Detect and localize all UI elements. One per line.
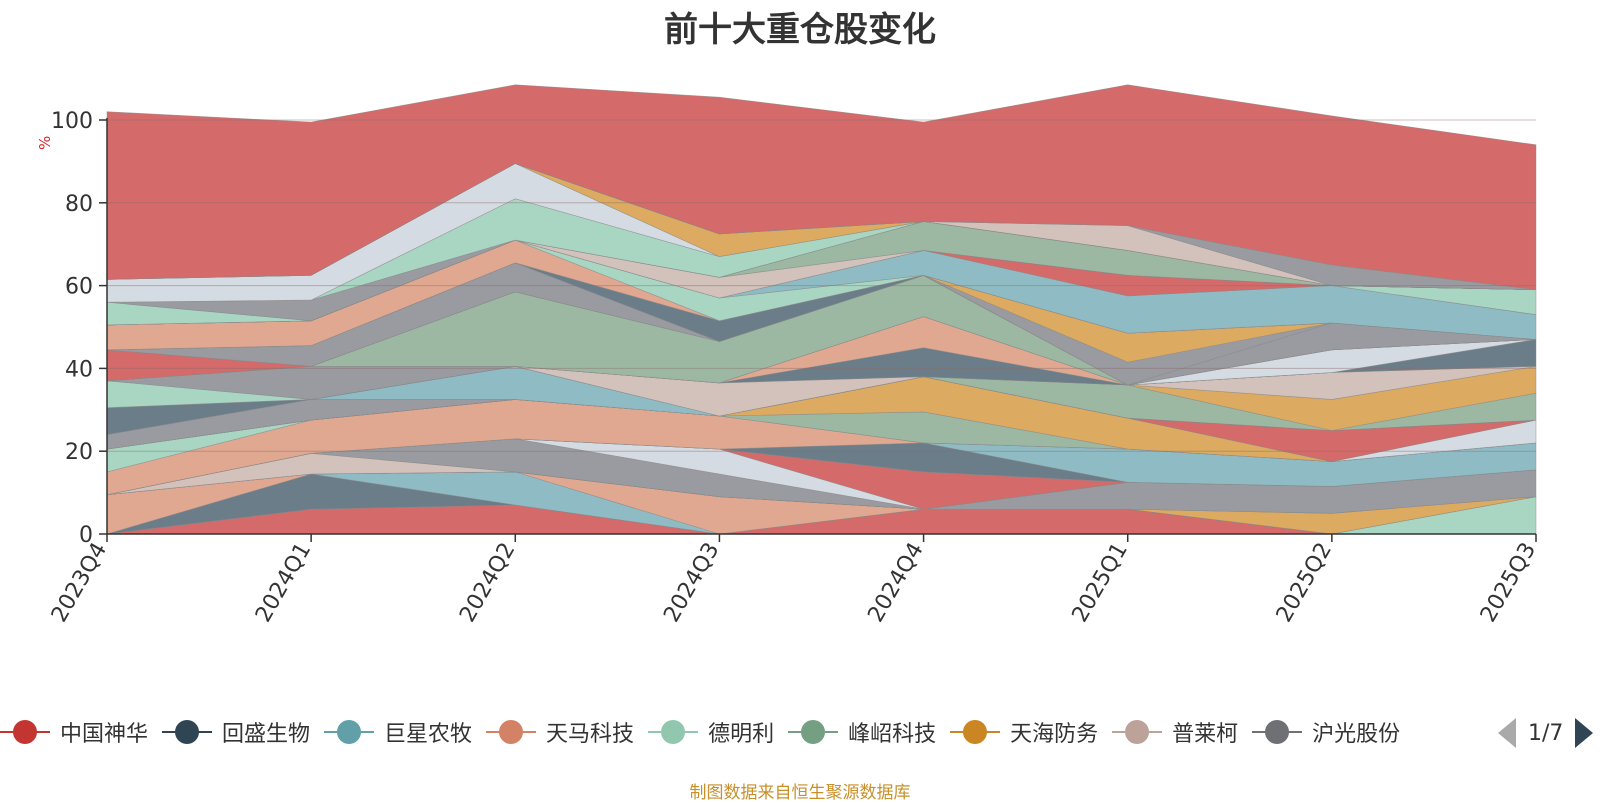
y-tick-label-20: 20 [65,440,93,465]
legend-label: 天马科技 [546,722,635,747]
legend-prev-page-icon[interactable] [1498,718,1516,748]
legend-label: 德明利 [708,722,775,747]
y-tick-label-80: 80 [65,192,93,217]
legend-page-indicator: 1/7 [1528,720,1564,746]
legend-label: 回盛生物 [222,722,311,747]
legend-item[interactable]: 沪光股份 [1252,712,1400,752]
y-tick-label-0: 0 [79,523,93,548]
x-tick-label-1: 2024Q1 [251,539,316,627]
x-tick-label-0: 2023Q4 [47,539,112,627]
legend-marker-icon [162,720,213,744]
legend-item[interactable]: 中国神华 [0,712,148,752]
x-tick-label-5: 2025Q1 [1068,539,1133,627]
legend-item[interactable]: 天海防务 [950,712,1098,752]
legend-item[interactable]: 峰岹科技 [788,712,936,752]
x-tick-label-6: 2025Q2 [1272,539,1337,627]
legend-pager: 1/7 [1498,716,1594,750]
y-tick-label-100: 100 [51,109,93,134]
y-tick-label-40: 40 [65,357,93,382]
legend-label: 天海防务 [1010,722,1099,747]
legend-marker-icon [486,720,537,744]
legend-item[interactable]: 天马科技 [486,712,634,752]
x-tick-label-2: 2024Q2 [455,539,520,627]
y-tick-label-60: 60 [65,275,93,300]
legend-item[interactable]: 巨星农牧 [324,712,472,752]
chart-legend: 中国神华 回盛生物 巨星农牧 天马科技 德明利 峰岹科技 天海防务 普莱柯 沪光股份 [0,712,1480,752]
legend-item[interactable]: 德明利 [648,712,774,752]
legend-label: 峰岹科技 [848,722,937,747]
y-axis-unit-label: % [36,135,54,150]
x-tick-label-4: 2024Q4 [863,539,928,627]
legend-label: 巨星农牧 [384,722,473,747]
legend-next-page-icon[interactable] [1575,718,1594,748]
legend-label: 普莱柯 [1172,722,1239,747]
legend-marker-icon [1112,720,1163,744]
x-tick-label-3: 2024Q3 [659,539,724,627]
legend-marker-icon [324,720,375,744]
legend-marker-icon [0,720,50,744]
legend-label: 中国神华 [60,722,149,747]
area-band-51 [106,84,1537,291]
x-tick-label-7: 2025Q3 [1476,539,1541,627]
legend-marker-icon [1252,720,1303,744]
area-bands [106,84,1537,535]
legend-item[interactable]: 普莱柯 [1112,712,1238,752]
chart-title: 前十大重仓股变化 [664,10,936,50]
legend-marker-icon [950,720,1001,744]
legend-item[interactable]: 回盛生物 [162,712,310,752]
legend-label: 沪光股份 [1312,722,1401,747]
legend-marker-icon [648,720,699,744]
legend-marker-icon [788,720,839,744]
data-source-note: 制图数据来自恒生聚源数据库 [689,783,911,803]
